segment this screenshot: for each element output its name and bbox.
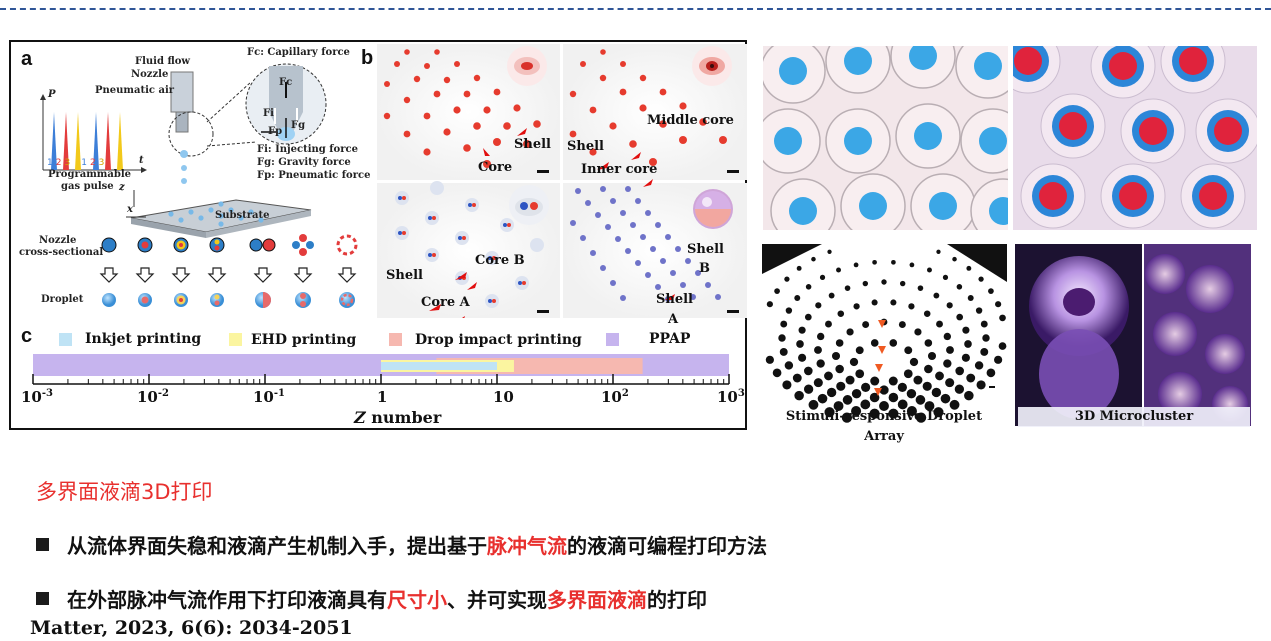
- photo-microcluster: [1015, 244, 1251, 426]
- z-tick-label: 1: [377, 388, 388, 406]
- caption-microcluster: 3D Microcluster: [1018, 407, 1250, 427]
- pulse-5: [105, 112, 111, 170]
- label-force-fc: Fc: Capillary force: [247, 47, 350, 58]
- bullet-square-icon: [36, 538, 49, 551]
- label-axis-x: x: [127, 204, 133, 215]
- label-pneumatic-air: Pneumatic air: [95, 85, 175, 96]
- bullet-1: 从流体界面失稳和液滴产生机制入手，提出基于脉冲气流的液滴可编程打印方法: [36, 530, 767, 559]
- label-b-shell-3: Shell: [386, 268, 423, 283]
- label-fi: Fi: [263, 108, 274, 119]
- panel-letter-c: c: [21, 325, 33, 347]
- figure-left-frame: a: [9, 40, 747, 430]
- pulse-numbers: 123 123: [47, 158, 108, 168]
- pulse-4: [93, 112, 99, 170]
- label-b-inner-core: Inner core: [581, 162, 658, 177]
- legend-swatch-drop-impact: [389, 333, 402, 346]
- label-b-middle-core: Middle core: [647, 113, 734, 128]
- label-fc: Fc: [279, 77, 293, 88]
- top-dashed-divider: [0, 8, 1271, 10]
- z-tick-label: 10-3: [21, 388, 53, 406]
- photo-droplet-array: [762, 244, 1007, 426]
- label-nozzle-cross-1: Nozzle: [39, 235, 77, 246]
- reference-citation: Matter, 2023, 6(6): 2034-2051: [30, 617, 353, 639]
- label-fp: Fp: [268, 126, 283, 137]
- pulse-2: [63, 112, 69, 170]
- z-tick-label: 10-1: [253, 388, 285, 406]
- legend-swatch-inkjet: [59, 333, 72, 346]
- z-tick-label: 10: [493, 388, 514, 406]
- label-b-core-b: Core B: [475, 253, 525, 268]
- panel-letter-b: b: [361, 47, 374, 69]
- bullet-square-icon: [36, 592, 49, 605]
- label-force-fp: Fp: Pneumatic force: [257, 170, 371, 181]
- legend-label-ppap: PPAP: [649, 331, 691, 347]
- label-axis-z: z: [119, 182, 125, 193]
- range-bar-inkjet-printing: [381, 362, 497, 370]
- caption-droplet-array: Stimuli-responsive Droplet Array: [785, 409, 983, 444]
- label-fg: Fg: [291, 120, 306, 131]
- label-b-shell-a: Shell: [656, 292, 693, 307]
- z-axis-label: Z number: [354, 408, 442, 427]
- label-p-axis: P: [48, 89, 56, 100]
- panel-b-photos: [377, 44, 747, 318]
- label-programmable: Programmable: [48, 169, 131, 180]
- label-nozzle: Nozzle: [131, 69, 169, 80]
- label-b-shell-a2: A: [668, 312, 679, 327]
- panel-letter-a: a: [21, 48, 33, 70]
- pulse-3: [75, 112, 81, 170]
- bullet-2: 在外部脉冲气流作用下打印液滴具有尺寸小、并可实现多界面液滴的打印: [36, 584, 707, 613]
- label-b-shell-2: Shell: [567, 139, 604, 154]
- legend-swatch-ppap: [606, 333, 619, 346]
- page-heading: 多界面液滴3D打印: [36, 480, 213, 504]
- label-b-shell-1: Shell: [514, 137, 551, 152]
- z-tick-label: 102: [601, 388, 629, 406]
- label-t-axis: t: [139, 155, 144, 166]
- label-fluid-flow: Fluid flow: [135, 56, 190, 67]
- legend-label-drop-impact: Drop impact printing: [415, 332, 582, 348]
- z-tick-label: 10-2: [137, 388, 169, 406]
- label-droplet: Droplet: [41, 294, 84, 305]
- label-force-fi: Fi: Injecting force: [257, 144, 358, 155]
- legend-label-inkjet: Inkjet printing: [85, 331, 202, 347]
- label-force-fg: Fg: Gravity force: [257, 157, 351, 168]
- pulse-1: [51, 112, 57, 170]
- label-gas-pulse: gas pulse: [61, 181, 114, 192]
- label-nozzle-cross-2: cross-sectional: [19, 247, 104, 258]
- legend-label-ehd: EHD printing: [251, 332, 357, 348]
- panel-a-schematic: [40, 63, 358, 308]
- photo-red-blue-droplets: [1013, 46, 1257, 230]
- label-substrate: Substrate: [215, 210, 270, 221]
- label-b-shell-b2: B: [699, 261, 710, 276]
- label-b-core: Core: [478, 160, 513, 175]
- legend-swatch-ehd: [229, 333, 242, 346]
- photo-blue-droplets: [763, 46, 1008, 230]
- pulse-6: [117, 112, 123, 170]
- z-number-chart: [32, 354, 730, 385]
- z-tick-label: 103: [717, 388, 745, 406]
- label-b-core-a: Core A: [421, 295, 470, 310]
- label-b-shell-b: Shell: [687, 242, 724, 257]
